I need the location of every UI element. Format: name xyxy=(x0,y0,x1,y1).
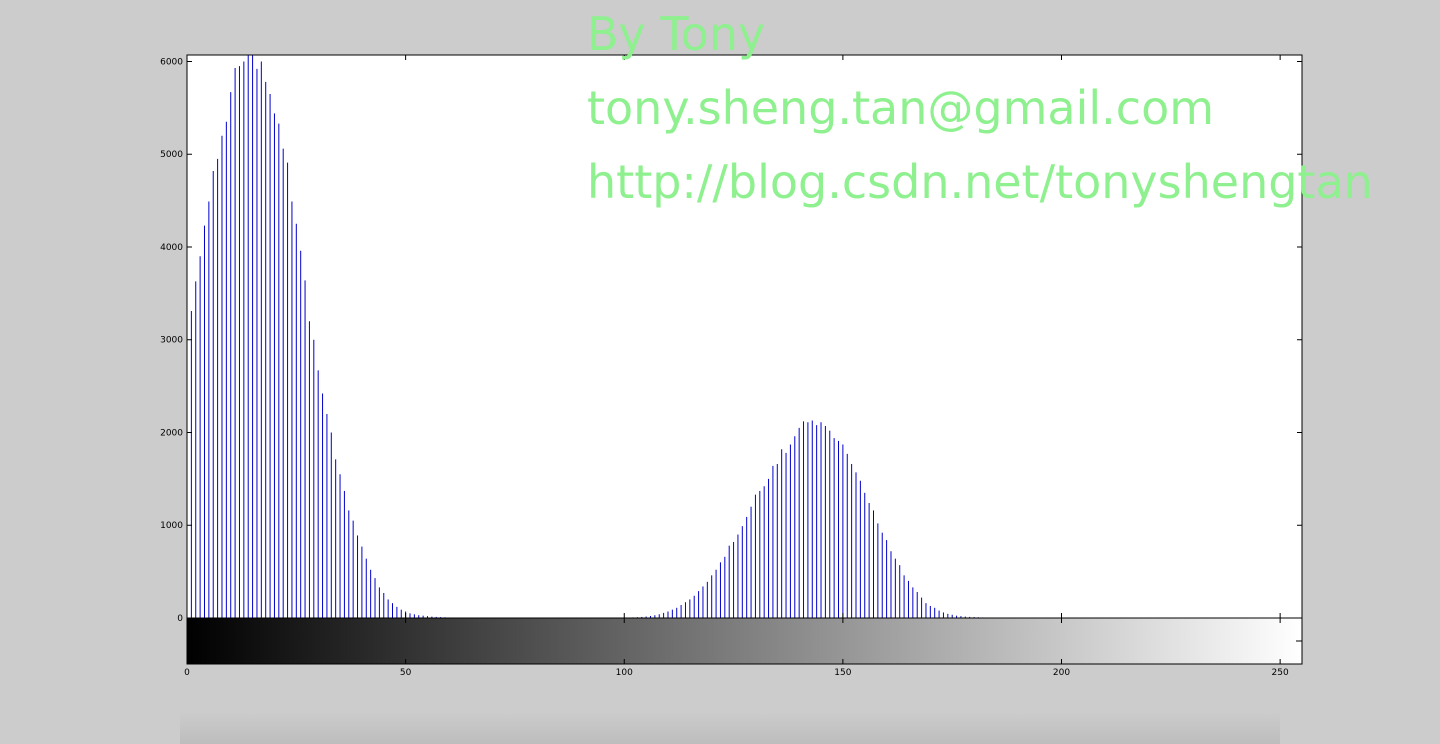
y-tick-label: 5000 xyxy=(160,150,183,160)
colorbar xyxy=(186,617,1303,665)
window-shadow xyxy=(180,712,1280,744)
y-tick-label: 0 xyxy=(177,614,183,624)
x-tick-label: 150 xyxy=(834,668,851,678)
y-tick-label: 3000 xyxy=(160,336,183,346)
y-tick-label: 2000 xyxy=(160,428,183,438)
annotation: tony.sheng.tan@gmail.com xyxy=(587,81,1214,135)
x-tick-label: 100 xyxy=(616,668,633,678)
x-tick-label: 250 xyxy=(1272,668,1289,678)
x-tick-label: 0 xyxy=(184,668,190,678)
x-tick-label: 50 xyxy=(400,668,412,678)
annotation: By Tony xyxy=(587,7,765,61)
x-tick-label: 200 xyxy=(1053,668,1070,678)
annotation: http://blog.csdn.net/tonyshengtan xyxy=(587,155,1373,209)
y-tick-label: 4000 xyxy=(160,243,183,253)
plot-area xyxy=(186,54,1303,619)
y-tick-label: 6000 xyxy=(160,57,183,67)
plot-frame xyxy=(186,54,1303,619)
y-tick-label: 1000 xyxy=(160,521,183,531)
